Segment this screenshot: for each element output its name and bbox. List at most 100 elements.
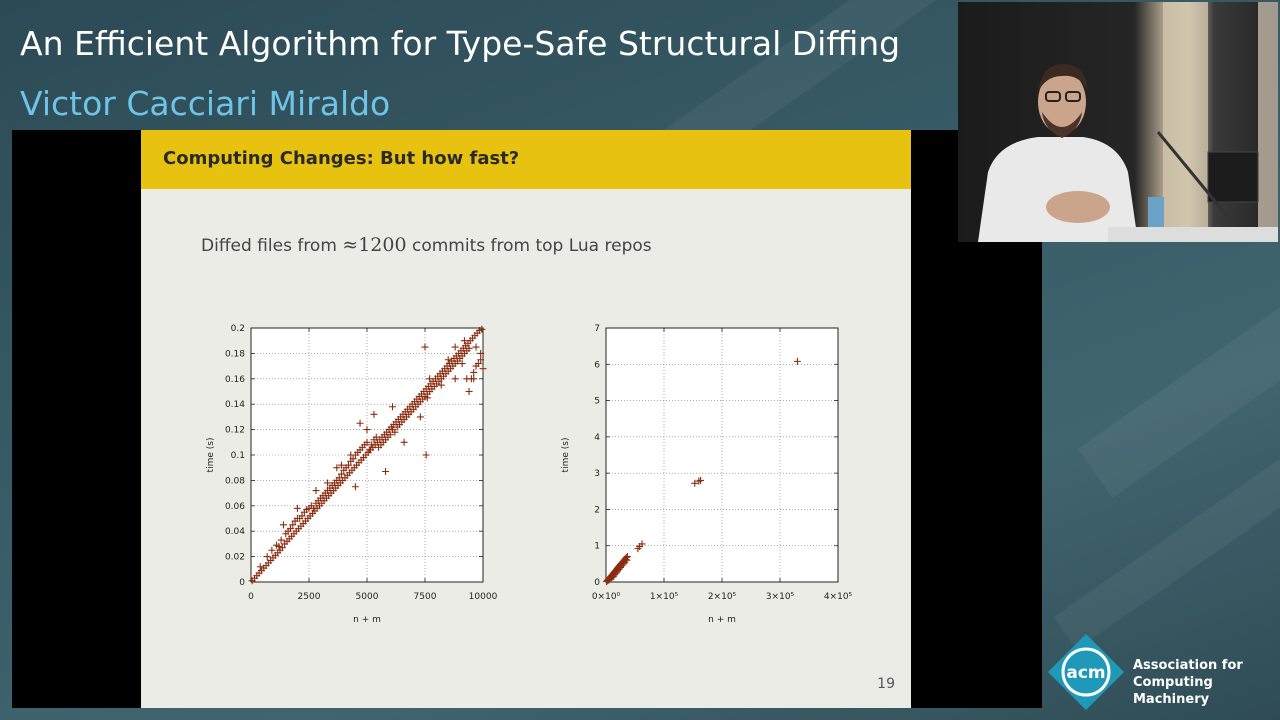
- data-point: [389, 403, 397, 411]
- slide: Computing Changes: But how fast? Diffed …: [141, 130, 911, 708]
- data-point: [421, 343, 429, 351]
- speaker-camera-feed: [958, 2, 1278, 242]
- data-point: [286, 525, 294, 533]
- y-tick-label: 0.16: [225, 375, 245, 385]
- data-point: [333, 464, 341, 472]
- data-point: [470, 375, 478, 383]
- data-point: [623, 556, 631, 564]
- page-number: 19: [877, 676, 895, 692]
- data-point: [279, 521, 287, 529]
- data-point: [372, 433, 380, 441]
- x-tick-label: 2×10⁵: [708, 592, 737, 602]
- acm-logo: acm: [1048, 634, 1124, 710]
- y-tick-label: 6: [594, 360, 600, 370]
- plot-frame: [250, 327, 484, 583]
- data-point: [623, 553, 631, 561]
- data-point: [465, 344, 473, 352]
- data-point: [470, 368, 478, 376]
- y-tick-label: 0: [239, 578, 245, 588]
- slide-text-before: Diffed files from: [201, 236, 343, 256]
- data-point: [793, 357, 801, 365]
- data-point: [268, 546, 276, 554]
- data-point: [622, 556, 630, 564]
- x-tick-label: 3×10⁵: [766, 592, 795, 602]
- y-tick-label: 2: [594, 505, 600, 515]
- acm-org-name: Association for Computing Machinery: [1133, 657, 1280, 708]
- data-point: [451, 375, 459, 383]
- data-point: [382, 468, 390, 476]
- speaker-name: Victor Cacciari Miraldo: [20, 84, 391, 123]
- y-tick-label: 0.08: [225, 476, 245, 486]
- y-tick-label: 4: [594, 433, 600, 443]
- data-point: [477, 356, 485, 364]
- data-point: [365, 446, 373, 454]
- data-point: [298, 512, 306, 520]
- data-point: [275, 542, 283, 550]
- data-point: [451, 343, 459, 351]
- data-point: [416, 413, 424, 421]
- data-point: [474, 360, 482, 368]
- data-point: [277, 536, 285, 544]
- data-point: [363, 426, 371, 434]
- x-tick-label: 0×10⁰: [592, 592, 621, 602]
- data-point: [278, 544, 286, 552]
- data-point: [426, 375, 434, 383]
- data-point: [437, 381, 445, 389]
- data-point: [400, 438, 408, 446]
- data-point: [386, 431, 394, 439]
- data-point: [337, 461, 345, 469]
- y-tick-label: 0.12: [225, 426, 245, 436]
- y-tick-label: 0.1: [231, 451, 245, 461]
- y-tick-label: 0.14: [225, 400, 245, 410]
- slide-title: Computing Changes: But how fast?: [163, 148, 520, 169]
- data-point: [356, 419, 364, 427]
- data-point: [344, 461, 352, 469]
- data-point: [337, 470, 345, 478]
- y-tick-label: 0.18: [225, 349, 245, 359]
- speaker-figure: [978, 2, 1278, 242]
- x-tick-label: 10000: [469, 592, 498, 602]
- slide-header: Computing Changes: But how fast?: [141, 130, 911, 189]
- data-point: [263, 553, 271, 561]
- x-tick-label: 2500: [298, 592, 321, 602]
- data-point: [463, 375, 471, 383]
- x-axis-label: n + m: [353, 615, 381, 625]
- data-point: [695, 477, 703, 485]
- data-point: [479, 365, 487, 373]
- y-axis-label: time (s): [206, 438, 216, 473]
- data-point: [312, 487, 320, 495]
- data-point: [444, 356, 452, 364]
- data-point: [691, 479, 699, 487]
- data-point: [460, 337, 468, 345]
- x-tick-label: 4×10⁵: [824, 592, 853, 602]
- acm-logo-ring: [1061, 647, 1111, 697]
- y-tick-label: 1: [594, 542, 600, 552]
- x-tick-label: 5000: [356, 592, 379, 602]
- data-point: [422, 451, 430, 459]
- data-point: [370, 410, 378, 418]
- data-point: [347, 451, 355, 459]
- acm-org-line-2: Computing Machinery: [1133, 675, 1213, 707]
- data-point: [293, 504, 301, 512]
- data-point: [391, 428, 399, 436]
- data-point: [465, 388, 473, 395]
- slide-text: Diffed files from ≈1200 commits from top…: [201, 234, 652, 256]
- y-tick-label: 0.2: [231, 324, 245, 334]
- data-point: [697, 476, 705, 484]
- data-point: [310, 504, 318, 512]
- data-point: [363, 438, 371, 446]
- data-point: [477, 349, 485, 357]
- commit-count: 1200: [358, 234, 407, 256]
- data-point: [289, 521, 297, 529]
- data-point: [638, 540, 646, 548]
- data-point: [608, 574, 616, 582]
- x-tick-label: 1×10⁵: [650, 592, 679, 602]
- y-tick-label: 7: [594, 324, 600, 334]
- y-tick-label: 3: [594, 469, 600, 479]
- data-point: [478, 325, 486, 333]
- scatter-chart-small: 0 0.02 0.04 0.06 0.08 0.1 0.12 0.14 0.16 0.18 0.2 0…: [206, 324, 498, 625]
- talk-title: An Efficient Algorithm for Type-Safe Str…: [20, 24, 901, 63]
- scatter-chart-large: 0 1 2 3 4 5 6 7 0×10⁰ 1×10⁵ 2×10⁵ 3×10⁵ 4×10⁵ n + m ti…: [561, 324, 853, 625]
- data-point: [349, 455, 357, 463]
- x-tick-label: 7500: [414, 592, 437, 602]
